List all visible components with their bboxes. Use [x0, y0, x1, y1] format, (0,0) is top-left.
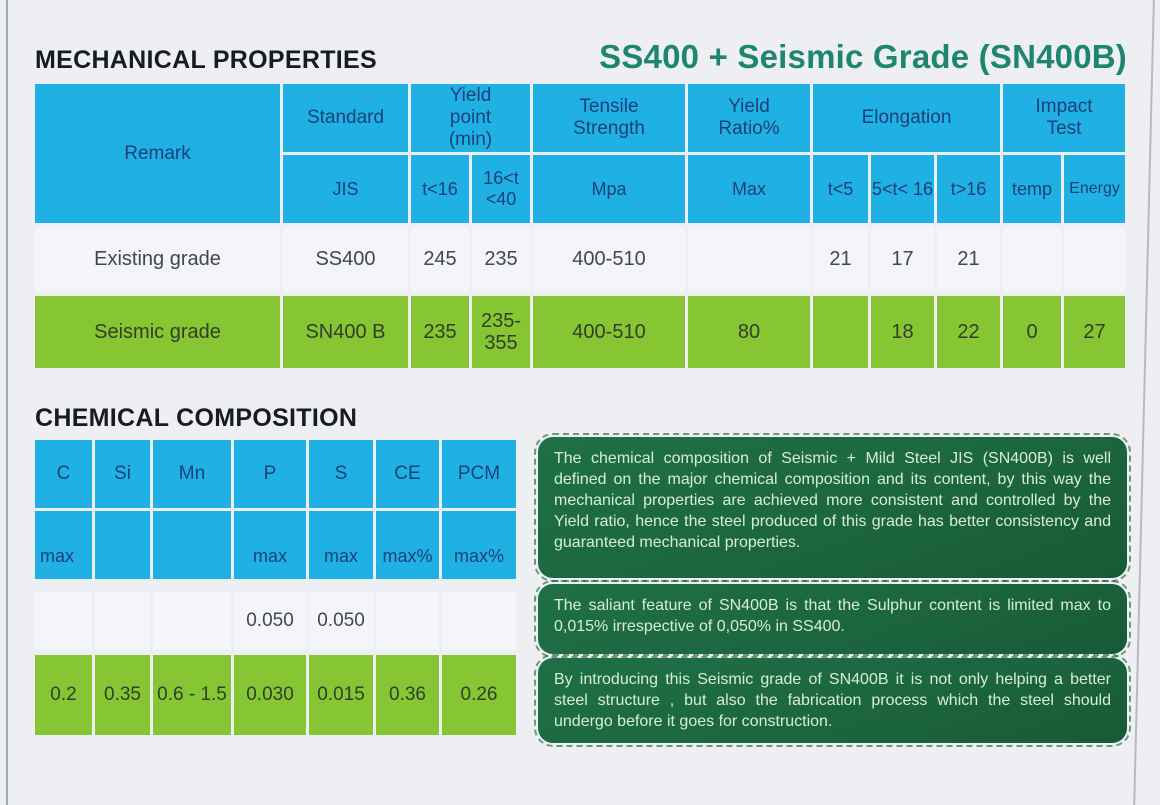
chem-cell-mn: [153, 592, 231, 650]
cell-yield-ratio: [688, 227, 810, 291]
header-tensile-strength: Tensile Strength: [533, 84, 685, 152]
page-edge-left: [6, 0, 8, 805]
cell-elong-t16: 22: [937, 296, 1000, 368]
chem-cell-s: 0.015: [309, 655, 373, 735]
chem-cell-si: [95, 592, 150, 650]
chem-cell-p: 0.030: [234, 655, 306, 735]
chem-cell-pcm: 0.26: [442, 655, 516, 735]
cell-remark: Existing grade: [35, 227, 280, 291]
limit-pcm: max%: [442, 511, 516, 579]
limit-c: max: [35, 511, 92, 579]
subheader-temp: temp: [1003, 155, 1061, 223]
page-edge-right: [1132, 0, 1156, 805]
chem-row-ss400: 0.050 0.050: [35, 592, 516, 650]
header-element-mn: Mn: [153, 440, 231, 508]
note-sulphur-limit: The saliant feature of SN400B is that th…: [534, 580, 1131, 658]
limit-s: max: [309, 511, 373, 579]
header-impact-test: Impact Test: [1003, 84, 1125, 152]
chem-cell-p: 0.050: [234, 592, 306, 650]
chem-cell-si: 0.35: [95, 655, 150, 735]
cell-yield-t16: 245: [411, 227, 469, 291]
note-seismic-grade-intro: By introducing this Seismic grade of SN4…: [534, 654, 1131, 747]
header-standard: Standard: [283, 84, 408, 152]
cell-energy: 27: [1064, 296, 1125, 368]
page-title: SS400 + Seismic Grade (SN400B): [599, 38, 1127, 75]
cell-temp: [1003, 227, 1061, 291]
chem-cell-c: [35, 592, 92, 650]
cell-elong-t516: 18: [871, 296, 934, 368]
header-remark: Remark: [35, 84, 280, 223]
subheader-t-gt-16: t>16: [937, 155, 1000, 223]
header-element-si: Si: [95, 440, 150, 508]
cell-yield-t1640: 235-355: [472, 296, 530, 368]
limit-ce: max%: [376, 511, 439, 579]
cell-yield-t1640: 235: [472, 227, 530, 291]
header-yield-point: Yield point (min): [411, 84, 530, 152]
chem-cell-pcm: [442, 592, 516, 650]
cell-elong-t5: 21: [813, 227, 868, 291]
header-element-ce: CE: [376, 440, 439, 508]
chem-cell-ce: [376, 592, 439, 650]
header-element-pcm: PCM: [442, 440, 516, 508]
table-row-seismic-grade: Seismic grade SN400 B 235 235-355 400-51…: [35, 296, 1125, 368]
cell-yield-t16: 235: [411, 296, 469, 368]
chem-cell-mn: 0.6 - 1.5: [153, 655, 231, 735]
subheader-mpa: Mpa: [533, 155, 685, 223]
header-elongation: Elongation: [813, 84, 1000, 152]
limit-mn: [153, 511, 231, 579]
chemical-table-header: C Si Mn P S CE PCM max max max max% max%: [35, 440, 516, 579]
limit-si: [95, 511, 150, 579]
mechanical-properties-heading: MECHANICAL PROPERTIES: [35, 46, 377, 74]
cell-remark: Seismic grade: [35, 296, 280, 368]
cell-elong-t5: [813, 296, 868, 368]
subheader-jis: JIS: [283, 155, 408, 223]
subheader-16-t-40: 16<t <40: [472, 155, 530, 223]
chem-row-sn400b: 0.2 0.35 0.6 - 1.5 0.030 0.015 0.36 0.26: [35, 655, 516, 735]
cell-temp: 0: [1003, 296, 1061, 368]
limit-p: max: [234, 511, 306, 579]
subheader-t-lt-16: t<16: [411, 155, 469, 223]
cell-jis: SN400 B: [283, 296, 408, 368]
cell-tensile: 400-510: [533, 227, 685, 291]
chem-cell-c: 0.2: [35, 655, 92, 735]
cell-tensile: 400-510: [533, 296, 685, 368]
subheader-t-lt-5: t<5: [813, 155, 868, 223]
table-row-existing-grade: Existing grade SS400 245 235 400-510 21 …: [35, 227, 1125, 291]
cell-energy: [1064, 227, 1125, 291]
header-element-s: S: [309, 440, 373, 508]
header-yield-ratio: Yield Ratio%: [688, 84, 810, 152]
note-chemical-composition: The chemical composition of Seismic + Mi…: [534, 433, 1131, 582]
cell-jis: SS400: [283, 227, 408, 291]
subheader-energy: Energy: [1064, 155, 1125, 223]
chemical-composition-heading: CHEMICAL COMPOSITION: [35, 404, 358, 432]
cell-yield-ratio: 80: [688, 296, 810, 368]
cell-elong-t16: 21: [937, 227, 1000, 291]
subheader-max: Max: [688, 155, 810, 223]
header-element-p: P: [234, 440, 306, 508]
subheader-5-t-16: 5<t< 16: [871, 155, 934, 223]
chem-cell-ce: 0.36: [376, 655, 439, 735]
cell-elong-t516: 17: [871, 227, 934, 291]
header-element-c: C: [35, 440, 92, 508]
chem-cell-s: 0.050: [309, 592, 373, 650]
mechanical-table-header: Remark Standard Yield point (min) Tensil…: [35, 84, 1125, 223]
